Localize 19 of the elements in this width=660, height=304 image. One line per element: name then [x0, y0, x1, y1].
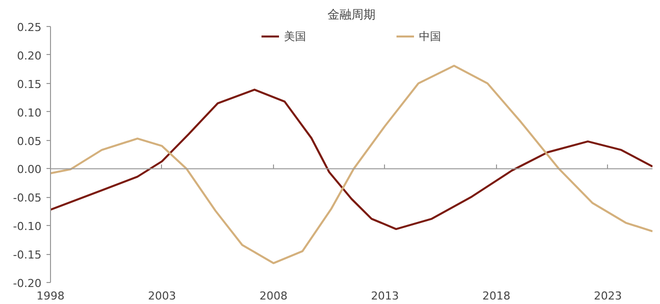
- y-tick-label: 0.15: [17, 78, 42, 91]
- legend-label: 美国: [284, 28, 306, 44]
- x-tick-label: 1998: [36, 290, 65, 302]
- y-tick-label: 0.05: [17, 134, 42, 148]
- y-tick-label: 0.25: [17, 21, 42, 34]
- y-tick-label: 0.10: [17, 106, 42, 120]
- y-tick-label: -0.05: [13, 192, 42, 205]
- y-tick-label: -0.20: [13, 277, 42, 290]
- y-tick-label: 0.20: [17, 49, 42, 62]
- x-tick-label: 2003: [148, 290, 176, 302]
- x-tick-label: 2018: [482, 290, 510, 302]
- chart-title: 金融周期: [328, 8, 376, 22]
- y-tick-label: -0.10: [13, 220, 42, 234]
- x-tick-label: 2023: [594, 290, 622, 302]
- y-tick-label: -0.15: [13, 248, 42, 262]
- x-tick-label: 2013: [370, 290, 399, 302]
- y-tick-label: 0.00: [17, 163, 42, 176]
- x-tick-label: 2008: [259, 290, 288, 302]
- legend-label: 中国: [419, 28, 441, 44]
